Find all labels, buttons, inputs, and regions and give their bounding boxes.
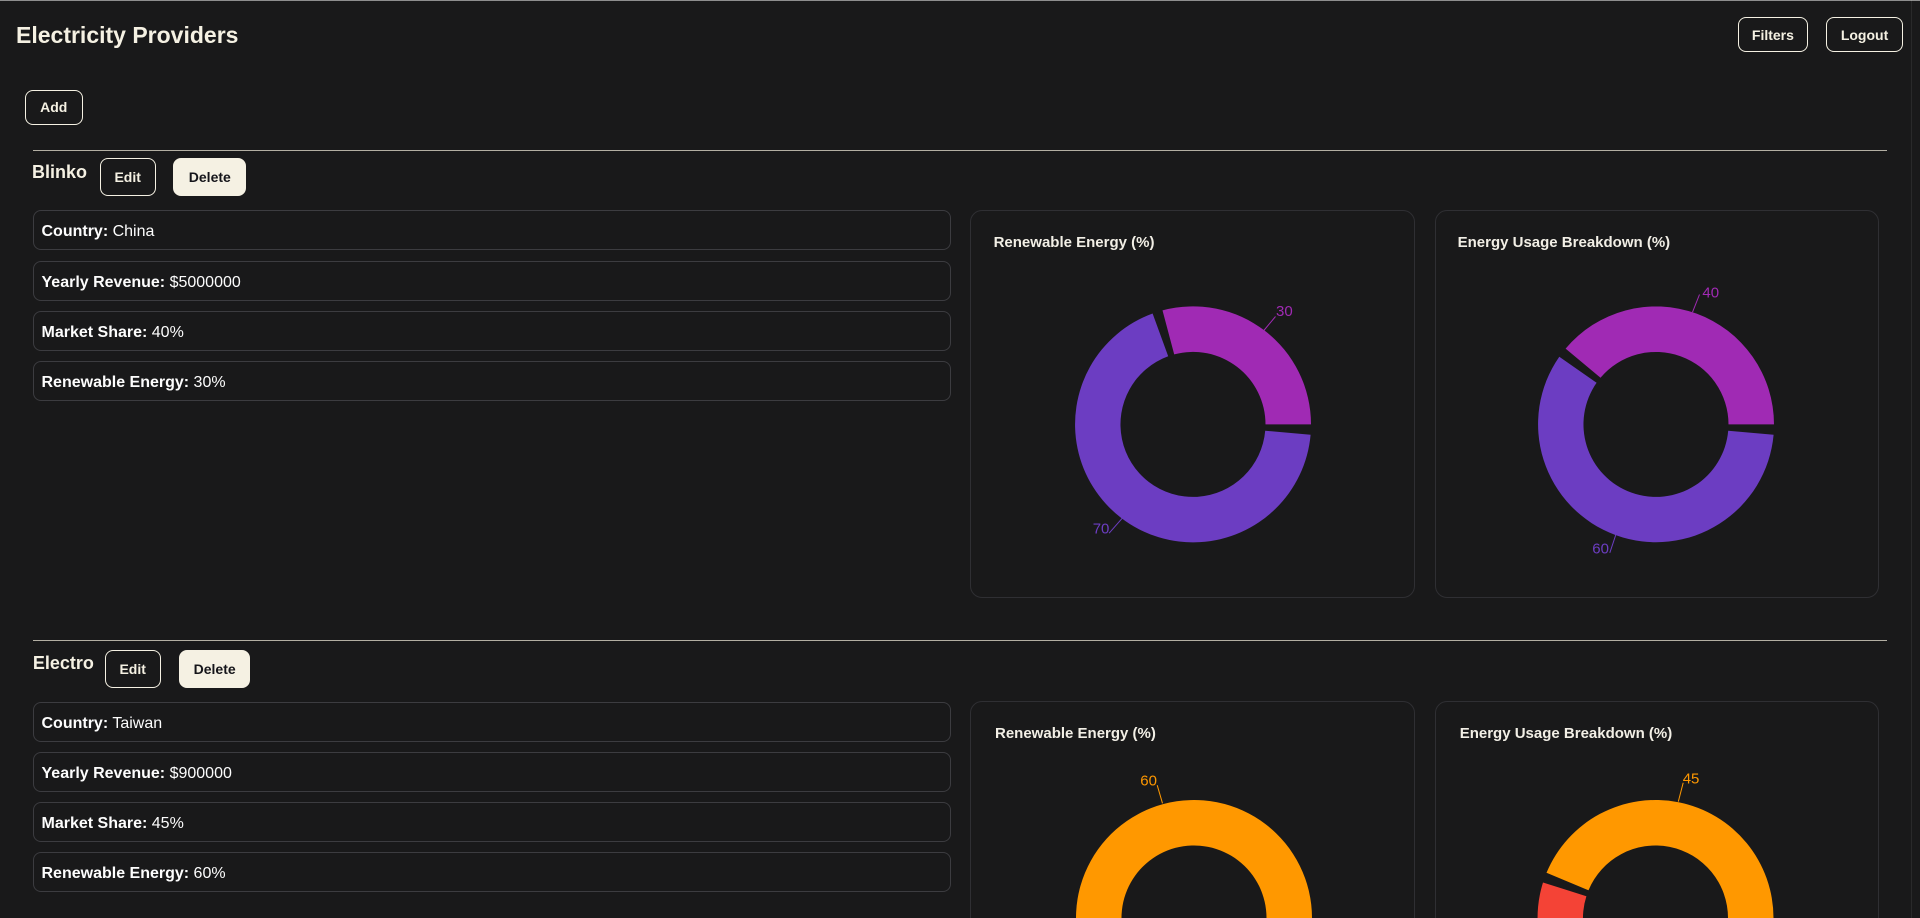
svg-text:60: 60 xyxy=(1592,541,1609,558)
svg-text:70: 70 xyxy=(1093,521,1110,538)
svg-text:30: 30 xyxy=(1276,303,1293,320)
svg-text:60: 60 xyxy=(1140,772,1157,789)
svg-text:40: 40 xyxy=(1702,285,1719,302)
svg-text:45: 45 xyxy=(1683,770,1700,787)
